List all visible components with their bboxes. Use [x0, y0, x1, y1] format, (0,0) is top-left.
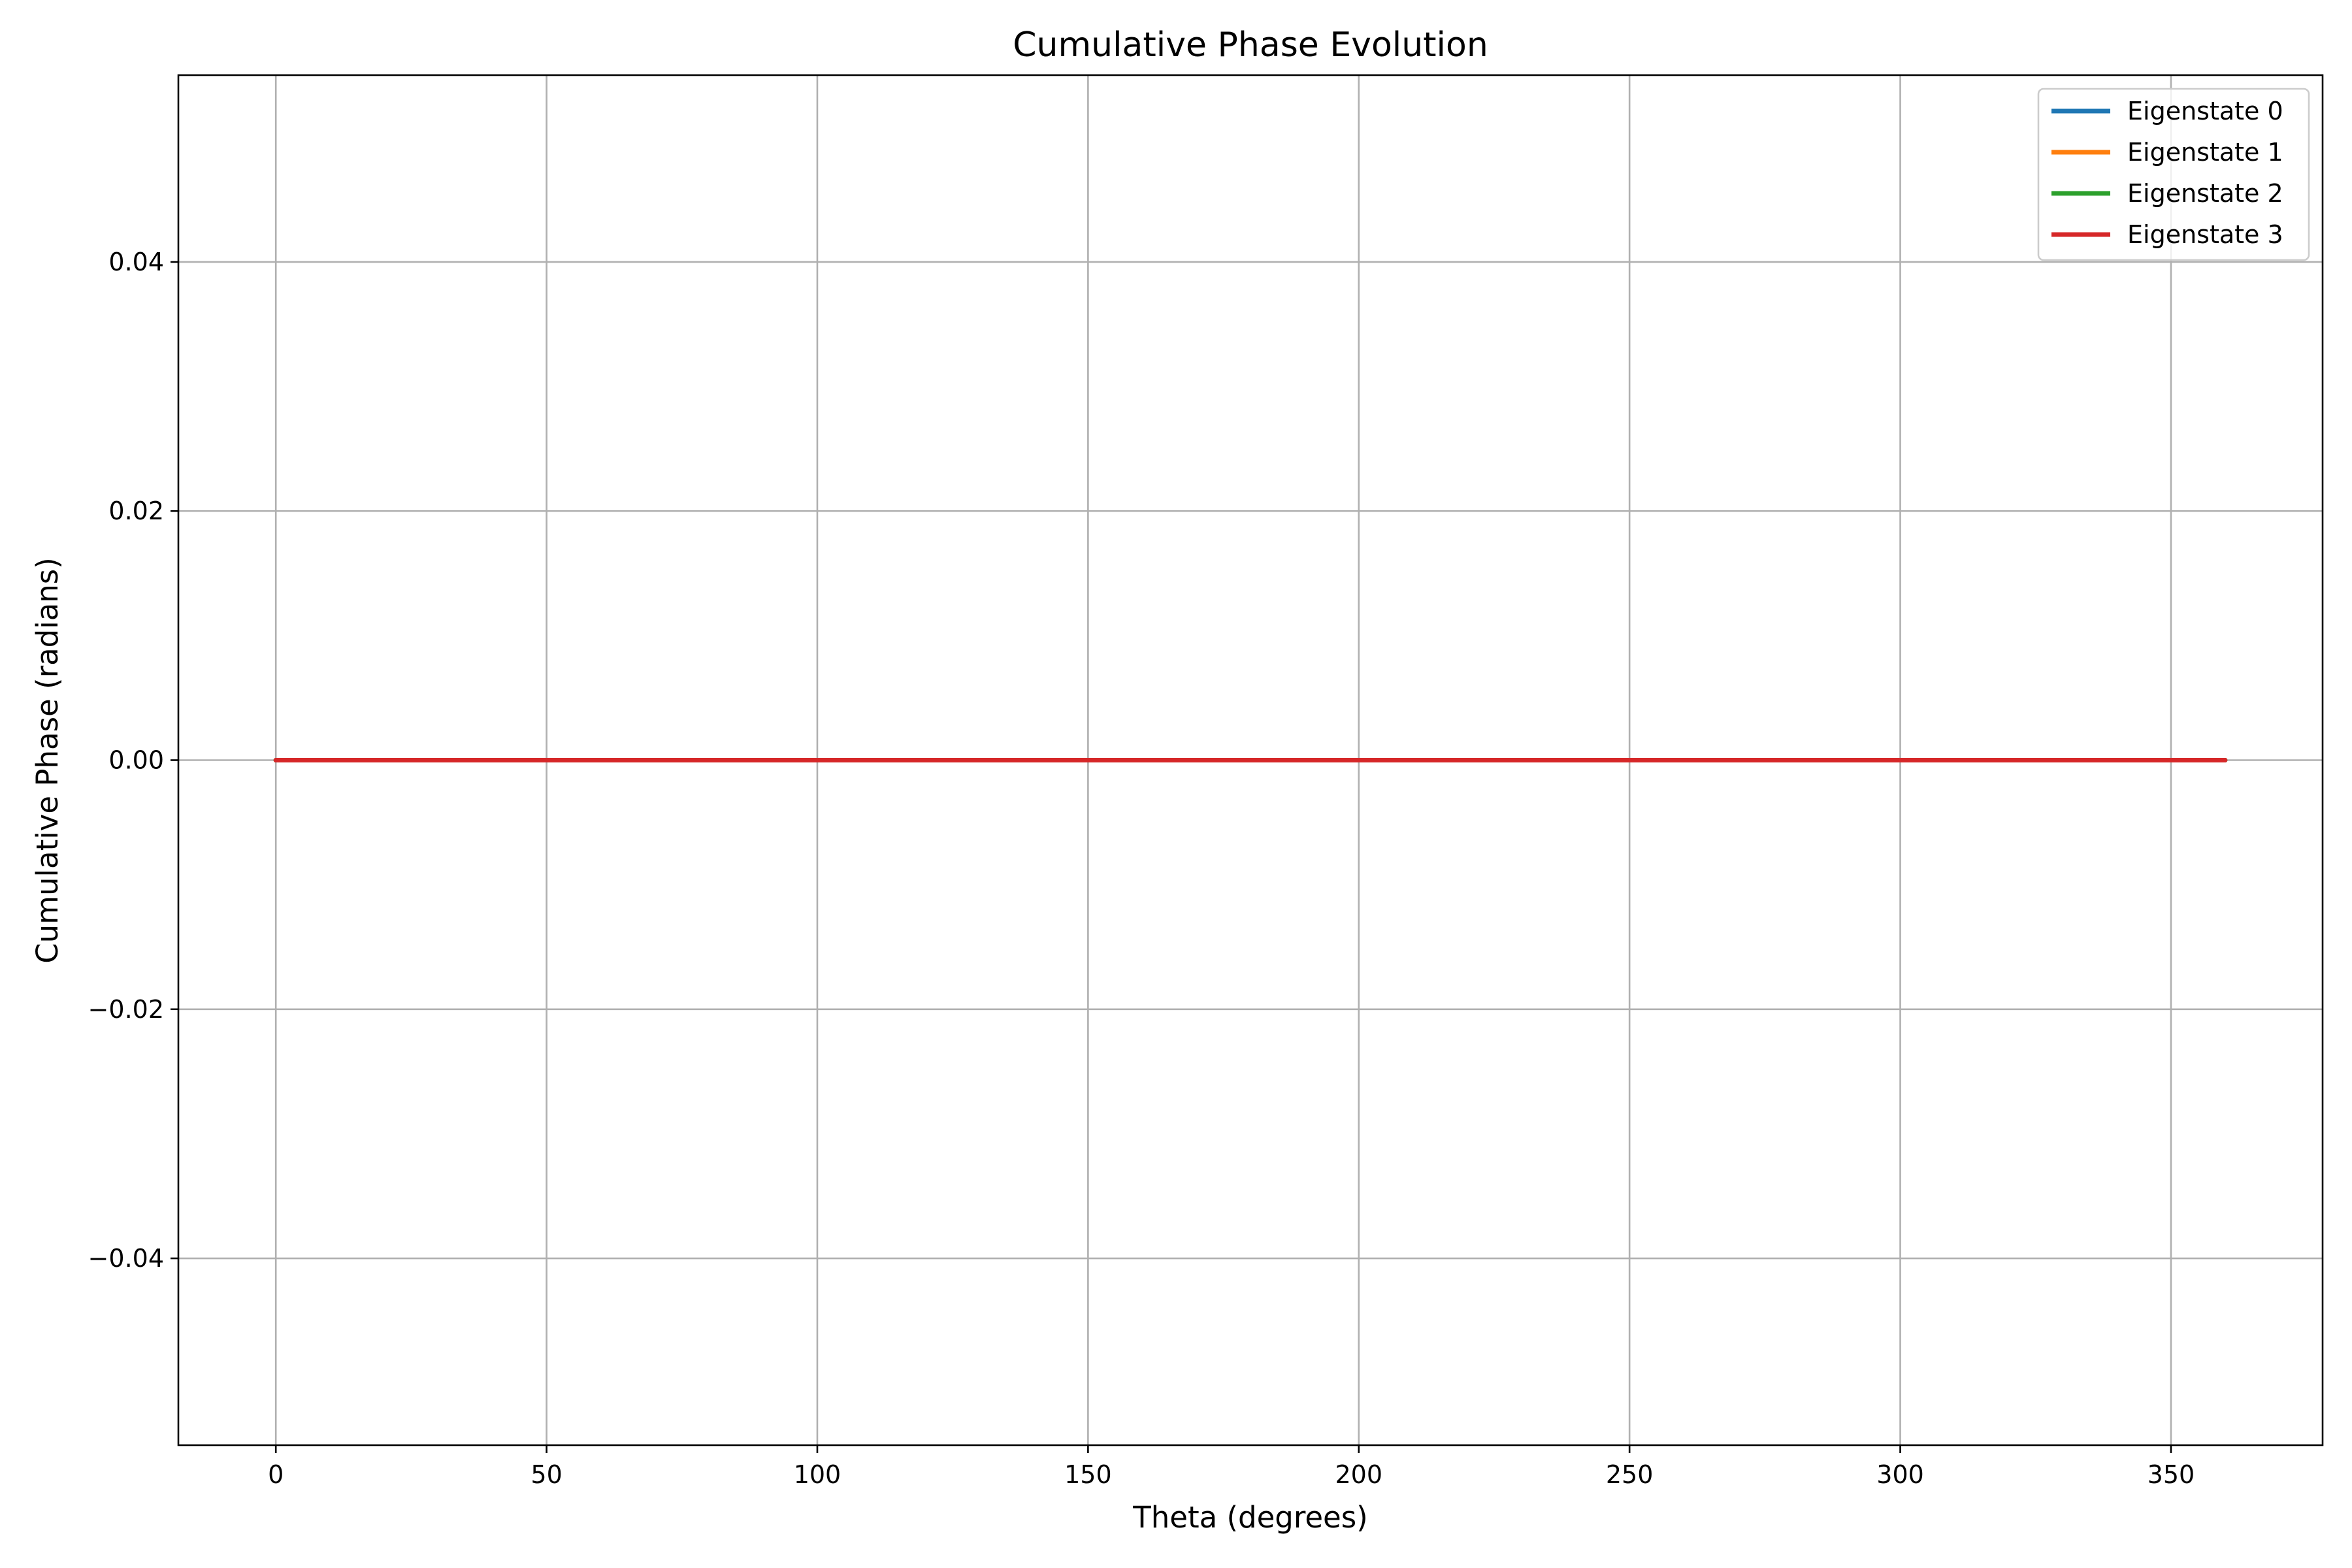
legend-label-eigenstate-1: Eigenstate 1: [2127, 138, 2283, 167]
x-tick-label: 100: [794, 1460, 841, 1489]
x-tick-label: 200: [1335, 1460, 1382, 1489]
y-axis-label: Cumulative Phase (radians): [30, 557, 65, 964]
legend: Eigenstate 0 Eigenstate 1 Eigenstate 2 Eige…: [2037, 88, 2310, 261]
tick-layer: 0 50 100 150 200 250 300 350 −0.04 −0.02 0.00 0.02 0…: [88, 248, 2195, 1489]
x-tick-label: 150: [1064, 1460, 1112, 1489]
x-tick-label: 300: [1876, 1460, 1924, 1489]
x-tick-label: 0: [268, 1460, 284, 1489]
y-tick-label: −0.02: [88, 995, 164, 1024]
y-tick-label: 0.02: [108, 497, 164, 525]
y-tick-label: 0.00: [108, 746, 164, 775]
legend-label-eigenstate-2: Eigenstate 2: [2127, 179, 2283, 208]
legend-box: [2037, 88, 2310, 261]
legend-items: Eigenstate 0 Eigenstate 1 Eigenstate 2 Eige…: [2051, 97, 2283, 249]
x-tick-label: 50: [531, 1460, 562, 1489]
y-tick-label: 0.04: [108, 248, 164, 276]
x-tick-label: 250: [1606, 1460, 1654, 1489]
legend-label-eigenstate-3: Eigenstate 3: [2127, 220, 2283, 249]
x-axis-label: Theta (degrees): [1132, 1500, 1367, 1535]
legend-label-eigenstate-0: Eigenstate 0: [2127, 97, 2283, 125]
y-tick-label: −0.04: [88, 1244, 164, 1273]
chart-title: Cumulative Phase Evolution: [1013, 25, 1488, 65]
x-tick-label: 350: [2148, 1460, 2195, 1489]
